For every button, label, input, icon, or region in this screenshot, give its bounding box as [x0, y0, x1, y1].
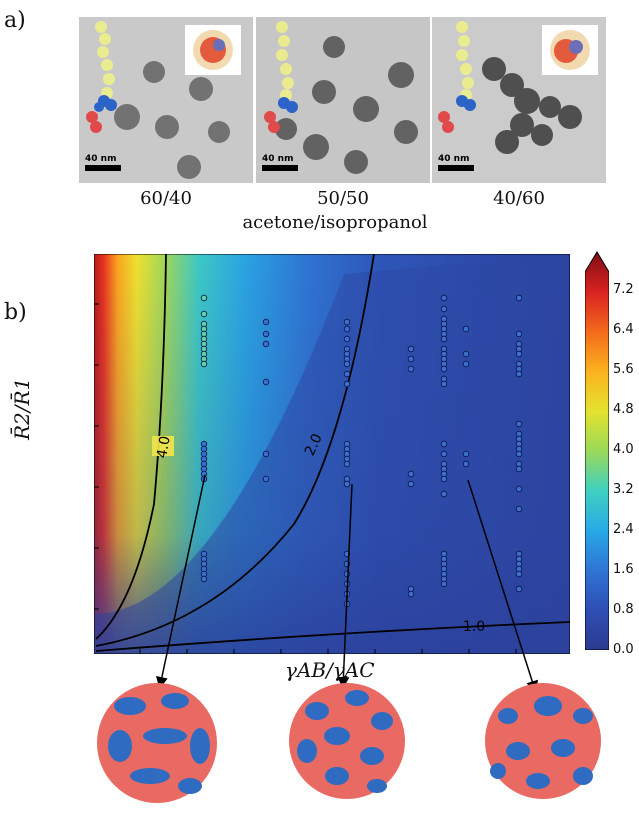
simulation-point	[262, 378, 270, 386]
simulation-point	[515, 330, 523, 338]
colorbar-tick-label: 5.6	[613, 362, 634, 377]
simulation-point	[440, 335, 448, 343]
simulation-point	[343, 380, 351, 388]
simulation-point	[515, 570, 523, 578]
simulation-point	[262, 330, 270, 338]
colorbar-tick-label: 4.0	[613, 442, 634, 457]
contour-4	[95, 254, 167, 640]
simulation-point	[462, 325, 470, 333]
simulation-point	[407, 365, 415, 373]
simulation-point	[407, 480, 415, 488]
simulation-point	[462, 360, 470, 368]
simulation-point	[407, 345, 415, 353]
ratio-label-2: 50/50	[317, 188, 369, 209]
colorbar-tick-label: 0.8	[613, 602, 634, 617]
simulation-point	[462, 460, 470, 468]
scale-bar-label: 40 nm	[85, 154, 116, 164]
simulation-point	[515, 350, 523, 358]
y-axis-title: R̄2/R̄1	[10, 377, 34, 440]
simulation-point	[515, 450, 523, 458]
simulation-point	[343, 335, 351, 343]
simulation-point	[515, 420, 523, 428]
contour-1	[95, 621, 570, 652]
simulation-point	[343, 360, 351, 368]
simulation-point	[343, 325, 351, 333]
simulation-point	[515, 485, 523, 493]
simulation-point	[440, 305, 448, 313]
sphere-render-2	[289, 683, 405, 799]
simulation-point	[343, 480, 351, 488]
colorbar	[585, 251, 609, 650]
panel-a-label: a)	[4, 8, 26, 33]
scale-bar-label: 40 nm	[262, 154, 293, 164]
simulation-point	[440, 580, 448, 588]
simulation-point	[440, 294, 448, 302]
simulation-point	[262, 450, 270, 458]
colorbar-tick-label: 2.4	[613, 522, 634, 537]
simulation-point	[440, 450, 448, 458]
tem-image-3: 40 nm	[432, 17, 606, 183]
contour-label-4: 4.0	[154, 435, 174, 460]
sphere-render-1	[97, 683, 217, 803]
simulation-point	[515, 294, 523, 302]
tem-image-1: 40 nm	[79, 17, 253, 183]
simulation-point	[462, 450, 470, 458]
simulation-point	[440, 440, 448, 448]
simulation-point	[440, 380, 448, 388]
simulation-point	[407, 590, 415, 598]
simulation-point	[440, 490, 448, 498]
simulation-point	[515, 370, 523, 378]
simulation-point	[343, 370, 351, 378]
simulation-point	[200, 310, 208, 318]
ratio-label-1: 60/40	[140, 188, 192, 209]
x-axis-title: γAB/γAC	[285, 658, 375, 682]
simulation-point	[343, 318, 351, 326]
solvent-label: acetone/isopropanol	[242, 212, 428, 233]
ratio-label-3: 40/60	[493, 188, 545, 209]
simulation-point	[200, 294, 208, 302]
colorbar-tick-label: 1.6	[613, 562, 634, 577]
simulation-point	[407, 355, 415, 363]
simulation-point	[440, 475, 448, 483]
simulation-point	[343, 460, 351, 468]
simulation-point	[407, 470, 415, 478]
simulation-point	[200, 360, 208, 368]
simulation-point	[262, 340, 270, 348]
simulation-point	[515, 465, 523, 473]
contour-label-1: 1.0	[463, 619, 485, 635]
colorbar-tick-label: 7.2	[613, 282, 634, 297]
heatmap-plot: 4.0 2.0 1.0	[94, 254, 570, 654]
simulation-point	[462, 350, 470, 358]
simulation-point	[262, 318, 270, 326]
panel-b-label: b)	[4, 300, 27, 325]
sphere-render-3	[485, 683, 601, 799]
colorbar-tick-label: 6.4	[613, 322, 634, 337]
simulation-point	[515, 585, 523, 593]
colorbar-tick-label: 3.2	[613, 482, 634, 497]
simulation-point	[515, 505, 523, 513]
simulation-point	[440, 365, 448, 373]
scale-bar-label: 40 nm	[438, 154, 469, 164]
simulation-point	[262, 475, 270, 483]
contour-2	[95, 254, 375, 647]
tem-image-2: 40 nm	[256, 17, 430, 183]
simulation-point	[200, 575, 208, 583]
colorbar-tick-label: 4.8	[613, 402, 634, 417]
colorbar-tick-label: 0.0	[613, 642, 634, 657]
